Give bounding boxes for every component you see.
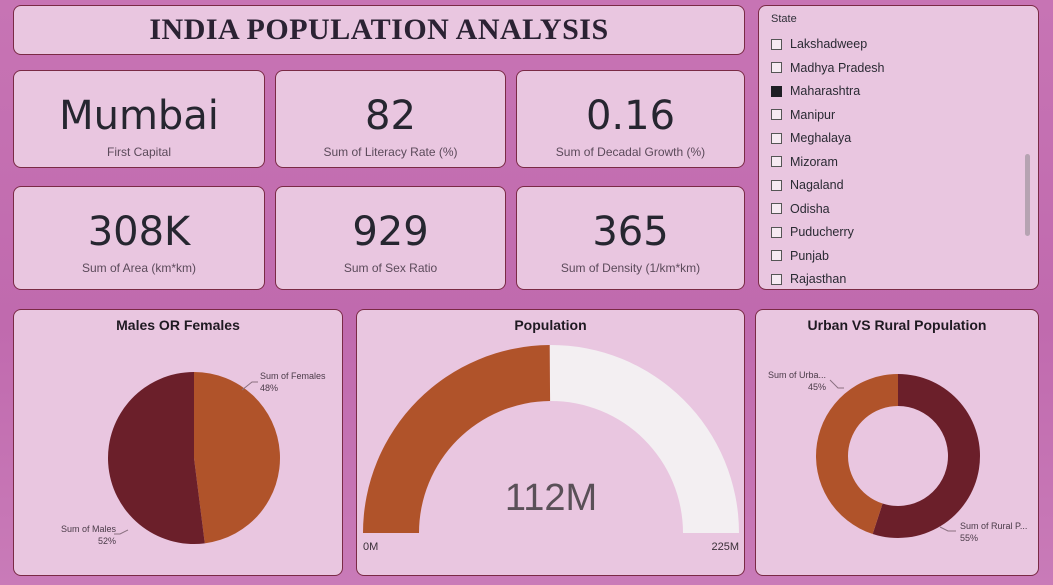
slicer-item-label: Manipur	[790, 107, 836, 122]
card-value: 365	[592, 209, 669, 255]
data-label: Sum of Females	[260, 371, 326, 381]
card-value: Mumbai	[59, 93, 219, 139]
card-value: 0.16	[585, 93, 676, 139]
males-females-chart[interactable]: Males OR Females Sum of Females 48% Sum of…	[13, 309, 343, 576]
slicer-item-label: Puducherry	[790, 225, 854, 239]
slicer-item-label: Maharashtra	[790, 84, 861, 98]
leader-line	[241, 381, 258, 391]
data-label: 45%	[808, 382, 826, 392]
card-sex-ratio[interactable]: 929 Sum of Sex Ratio	[275, 186, 506, 290]
pie-chart-svg: Sum of Females 48% Sum of Males 52%	[61, 371, 326, 546]
pie-slice	[108, 372, 205, 544]
data-label: 55%	[960, 533, 978, 543]
checkbox-icon[interactable]	[771, 203, 782, 214]
donut-slice	[816, 374, 898, 534]
slicer-item-label: Lakshadweep	[790, 37, 868, 51]
urban-rural-chart[interactable]: Urban VS Rural Population Sum of Urba...…	[755, 309, 1039, 576]
slicer-item-label: Meghalaya	[790, 131, 852, 145]
card-label: Sum of Decadal Growth (%)	[555, 145, 706, 159]
donut-chart-svg: Sum of Urba... 45% Sum of Rural P... 55%	[768, 370, 1027, 543]
slicer-item[interactable]: Odisha	[771, 199, 830, 219]
data-label: Sum of Males	[61, 524, 117, 534]
slicer-item-label: Punjab	[790, 248, 829, 263]
card-label: Sum of Literacy Rate (%)	[323, 145, 458, 159]
card-value: 82	[365, 93, 416, 139]
checkbox-icon[interactable]	[771, 226, 782, 238]
card-area[interactable]: 308K Sum of Area (km*km)	[13, 186, 265, 290]
gauge-min-label: 0M	[363, 541, 378, 553]
chart-title: Population	[514, 317, 587, 333]
chart-title: Males OR Females	[116, 317, 240, 333]
card-first-capital[interactable]: Mumbai First Capital	[13, 70, 265, 168]
card-value: 929	[352, 209, 429, 255]
slicer-item-label: Mizoram	[790, 154, 838, 169]
slicer-item-label: Madhya Pradesh	[790, 60, 885, 75]
slicer-item[interactable]: Puducherry	[771, 222, 854, 242]
card-literacy-rate[interactable]: 82 Sum of Literacy Rate (%)	[275, 70, 506, 168]
data-label: 52%	[98, 536, 116, 546]
checkbox-icon[interactable]	[771, 109, 782, 120]
leader-line	[114, 529, 129, 535]
card-label: Sum of Area (km*km)	[81, 261, 197, 275]
card-decadal-growth[interactable]: 0.16 Sum of Decadal Growth (%)	[516, 70, 745, 168]
checkbox-icon[interactable]	[771, 62, 782, 73]
leader-line	[939, 526, 956, 532]
checkbox-icon[interactable]	[771, 38, 782, 50]
data-label: 48%	[260, 383, 278, 393]
slicer-scrollbar[interactable]	[1025, 154, 1030, 236]
card-label: First Capital	[106, 145, 171, 159]
slicer-item[interactable]: Maharashtra	[771, 81, 860, 101]
checkbox-icon[interactable]	[771, 85, 782, 97]
gauge-value: 112M	[505, 477, 597, 519]
slicer-item[interactable]: Manipur	[771, 105, 835, 125]
data-label: Sum of Urba...	[768, 370, 826, 380]
slicer-item[interactable]: Madhya Pradesh	[771, 58, 885, 78]
card-density[interactable]: 365 Sum of Density (1/km*km)	[516, 186, 745, 290]
slicer-item[interactable]: Nagaland	[771, 175, 844, 195]
leader-line	[829, 379, 844, 389]
checkbox-icon[interactable]	[771, 273, 782, 285]
slicer-item[interactable]: Rajasthan	[771, 269, 846, 289]
dashboard-title: INDIA POPULATION ANALYSIS	[13, 5, 745, 55]
gauge-track	[549, 345, 739, 533]
slicer-header: State	[771, 13, 797, 25]
slicer-item[interactable]: Lakshadweep	[771, 34, 867, 54]
slicer-item[interactable]: Punjab	[771, 246, 829, 266]
checkbox-icon[interactable]	[771, 250, 782, 261]
state-slicer[interactable]: State Lakshadweep Madhya Pradesh Maharasht…	[758, 5, 1039, 290]
card-label: Sum of Sex Ratio	[343, 261, 438, 275]
card-label: Sum of Density (1/km*km)	[560, 261, 701, 275]
slicer-item-label: Odisha	[790, 201, 830, 216]
checkbox-icon[interactable]	[771, 156, 782, 167]
slicer-item-label: Nagaland	[790, 178, 844, 192]
chart-title: Urban VS Rural Population	[807, 317, 987, 333]
checkbox-icon[interactable]	[771, 132, 782, 144]
population-gauge-chart[interactable]: Population 112M 0M 225M	[356, 309, 745, 576]
data-label: Sum of Rural P...	[960, 521, 1027, 531]
slicer-item[interactable]: Mizoram	[771, 152, 838, 172]
gauge-fill	[363, 345, 551, 533]
card-value: 308K	[87, 209, 191, 255]
gauge-max-label: 225M	[711, 541, 739, 553]
slicer-item-label: Rajasthan	[790, 272, 847, 286]
checkbox-icon[interactable]	[771, 179, 782, 191]
gauge-chart-svg: 112M 0M 225M	[363, 345, 739, 553]
slicer-item[interactable]: Meghalaya	[771, 128, 851, 148]
donut-slice	[872, 374, 980, 538]
pie-slice	[194, 372, 281, 544]
